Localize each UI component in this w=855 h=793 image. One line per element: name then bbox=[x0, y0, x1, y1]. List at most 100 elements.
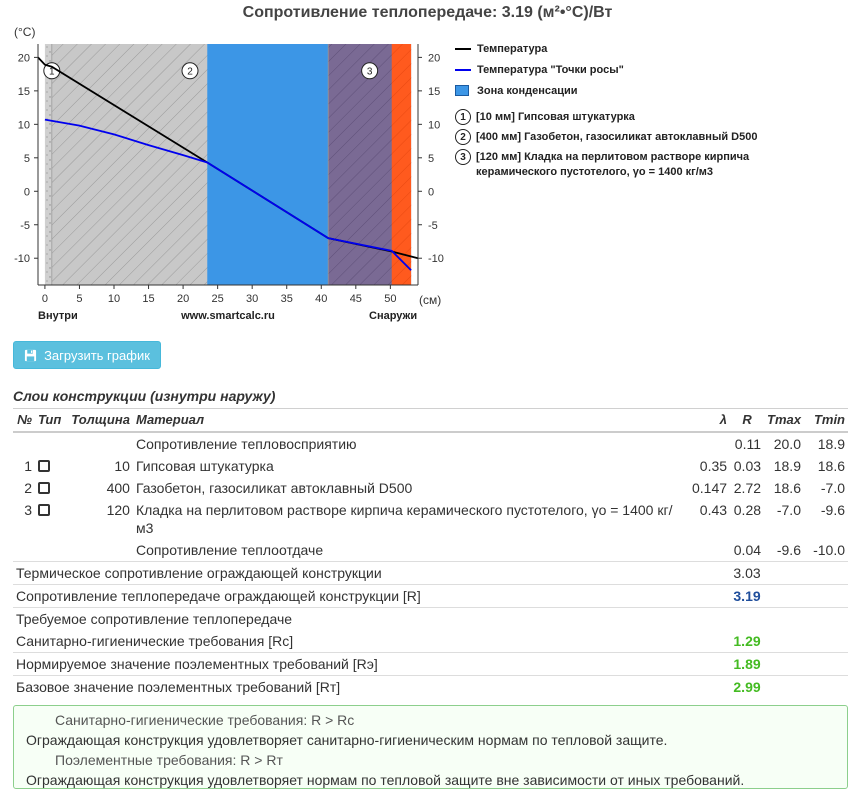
y-tick-label-right: 5 bbox=[428, 153, 434, 165]
x-tick-label: 20 bbox=[177, 293, 189, 305]
table-row: 2 400 Газобетон, газосиликат автоклавный… bbox=[13, 477, 848, 499]
row-tmax: -7.0 bbox=[776, 501, 801, 518]
legend-layer-3-label: [120 мм] Кладка на перлитовом растворе к… bbox=[476, 151, 750, 178]
download-chart-label: Загрузить график bbox=[44, 347, 150, 363]
legend-layer-1: 1 [10 мм] Гипсовая штукатурка bbox=[455, 109, 855, 125]
summary-label: Нормируемое значение поэлементных требов… bbox=[13, 651, 731, 675]
row-no bbox=[13, 539, 35, 562]
header-lambda: λ bbox=[686, 408, 731, 433]
y-tick-label-right: 0 bbox=[428, 186, 434, 198]
row-tmax: 18.6 bbox=[773, 479, 801, 496]
legend-layer-2-label: [400 мм] Газобетон, газосиликат автоклав… bbox=[476, 131, 758, 143]
table-row: 1 10 Гипсовая штукатурка 0.35 0.03 18.9 … bbox=[13, 455, 848, 477]
summary-spacer bbox=[764, 560, 848, 584]
row-lambda bbox=[686, 539, 730, 562]
layer-marker-label-3: 3 bbox=[367, 66, 373, 77]
table-header: № Тип Толщина Материал λ R Tmax Tmin bbox=[13, 408, 848, 433]
legend-layer-2: 2 [400 мм] Газобетон, газосиликат автокл… bbox=[455, 129, 855, 145]
table-row: 3 120 Кладка на перлитовом растворе кирп… bbox=[13, 499, 848, 539]
summary-row: Нормируемое значение поэлементных требов… bbox=[13, 651, 848, 675]
row-lambda: 0.35 bbox=[699, 457, 728, 474]
layer-marker-label-2: 2 bbox=[187, 66, 193, 77]
layer-marker-2 bbox=[181, 62, 199, 80]
summary-row: Санитарно-гигиенические требования [Rc] … bbox=[13, 630, 848, 653]
row-type bbox=[35, 539, 67, 562]
header-type: Тип bbox=[34, 408, 67, 433]
layers-table: № Тип Толщина Материал λ R Tmax Tmin Соп… bbox=[13, 408, 848, 698]
y-tick-label-right: -5 bbox=[428, 220, 438, 232]
row-thickness bbox=[67, 539, 133, 562]
summary-spacer bbox=[764, 674, 848, 698]
y-tick-label-left: -10 bbox=[14, 253, 30, 265]
layer-1-texture bbox=[44, 44, 52, 285]
row-material: Сопротивление тепловосприятию bbox=[135, 435, 357, 452]
row-r: 0.28 bbox=[733, 501, 762, 518]
chart-title: Сопротивление теплопередаче: 3.19 (м²•°С… bbox=[242, 4, 613, 21]
layer-type-checkbox[interactable] bbox=[37, 481, 50, 494]
y-tick-label-left: 0 bbox=[24, 186, 30, 198]
legend-temperature: Температура bbox=[455, 38, 855, 59]
summary-value: 3.03 bbox=[730, 560, 765, 584]
y-tick-label-right: 15 bbox=[428, 86, 440, 98]
row-tmin: -9.6 bbox=[820, 501, 845, 518]
condensation-zone bbox=[207, 44, 329, 285]
zone-swatch bbox=[455, 85, 469, 96]
row-type bbox=[35, 432, 67, 455]
layer-type-checkbox[interactable] bbox=[37, 503, 50, 516]
legend-layer-3: 3 [120 мм] Кладка на перлитовом растворе… bbox=[455, 149, 855, 180]
row-thickness bbox=[67, 432, 133, 455]
legend-dew-point: Температура "Точки росы" bbox=[455, 59, 855, 80]
header-no: № bbox=[13, 408, 35, 433]
row-lambda: 0.43 bbox=[699, 501, 728, 518]
y-tick-label-left: -5 bbox=[20, 220, 30, 232]
summary-label: Требуемое сопротивление теплопередаче bbox=[13, 606, 731, 630]
summary-row: Базовое значение поэлементных требований… bbox=[13, 674, 848, 698]
legend-zone-label: Зона конденсации bbox=[477, 84, 578, 97]
summary-spacer bbox=[764, 606, 848, 630]
header-tmin: Tmin bbox=[803, 408, 848, 433]
row-r: 0.03 bbox=[733, 457, 762, 474]
site-label: www.smartcalc.ru bbox=[180, 310, 275, 322]
x-tick-label: 30 bbox=[246, 293, 258, 305]
layer-marker-label-1: 1 bbox=[49, 66, 55, 77]
x-tick-label: 0 bbox=[42, 293, 48, 305]
layer-type-checkbox[interactable] bbox=[37, 459, 50, 472]
row-no: 3 bbox=[24, 501, 32, 518]
legend-temperature-label: Температура bbox=[477, 42, 548, 55]
row-no bbox=[13, 432, 35, 455]
layers-table-wrap: № Тип Толщина Материал λ R Tmax Tmin Соп… bbox=[13, 408, 848, 698]
legend-layer-1-label: [10 мм] Гипсовая штукатурка bbox=[476, 111, 635, 123]
table-row: Сопротивление тепловосприятию 0.11 20.0 … bbox=[13, 432, 848, 455]
y-tick-label-right: 20 bbox=[428, 52, 440, 64]
row-thickness: 10 bbox=[114, 457, 130, 474]
y-tick-label-right: -10 bbox=[428, 253, 444, 265]
header-r: R bbox=[730, 408, 765, 433]
table-row: Сопротивление теплоотдаче 0.04 -9.6 -10.… bbox=[13, 539, 848, 562]
download-chart-button[interactable]: Загрузить график bbox=[13, 341, 161, 369]
y-tick-label-left: 20 bbox=[18, 52, 30, 64]
row-type bbox=[35, 499, 67, 539]
row-tmin: 18.6 bbox=[817, 457, 845, 474]
row-no: 2 bbox=[24, 479, 32, 496]
row-type bbox=[35, 455, 67, 477]
row-tmax: 20.0 bbox=[773, 435, 801, 452]
x-tick-label: 40 bbox=[315, 293, 327, 305]
result-element-condition: Поэлементные требования: R > Rт bbox=[55, 752, 283, 768]
layer-1-number: 1 bbox=[455, 109, 471, 125]
result-sanitary-condition: Санитарно-гигиенические требования: R > … bbox=[55, 712, 355, 728]
outer-zone-hatch bbox=[391, 44, 412, 285]
row-r: 0.04 bbox=[733, 541, 762, 558]
y-tick-label-right: 10 bbox=[428, 119, 440, 131]
dew-point-swatch bbox=[455, 68, 471, 71]
inside-label: Внутри bbox=[38, 310, 78, 322]
row-r: 0.11 bbox=[734, 435, 762, 452]
row-tmin: 18.9 bbox=[817, 435, 845, 452]
row-material: Гипсовая штукатурка bbox=[135, 457, 274, 474]
y-tick-label-left: 15 bbox=[18, 86, 30, 98]
summary-value-rc: 1.29 bbox=[733, 632, 761, 649]
row-tmax: -9.6 bbox=[776, 541, 801, 558]
x-unit-label: (см) bbox=[419, 293, 441, 307]
result-element-text: Ограждающая конструкция удовлетворяет но… bbox=[26, 772, 745, 788]
row-type bbox=[35, 477, 67, 499]
layer-2-number: 2 bbox=[455, 129, 471, 145]
